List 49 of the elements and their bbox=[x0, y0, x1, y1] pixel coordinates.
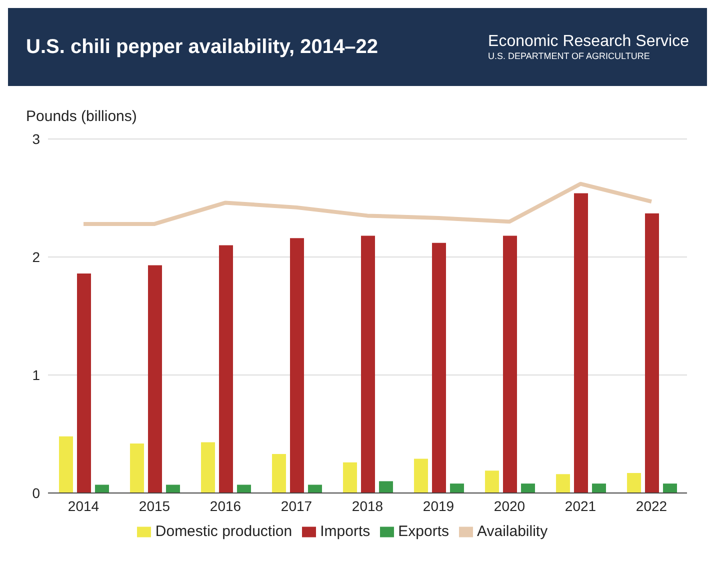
x-tick-label: 2016 bbox=[210, 498, 242, 514]
bar bbox=[450, 484, 464, 493]
legend-label: Domestic production bbox=[155, 523, 292, 540]
bar bbox=[503, 236, 517, 493]
bar bbox=[592, 484, 606, 493]
bar bbox=[627, 472, 641, 493]
bar bbox=[521, 484, 535, 493]
bar bbox=[361, 236, 375, 493]
bar bbox=[290, 238, 304, 493]
text: U.S. DEPARTMENT OF AGRICULTURE bbox=[488, 51, 651, 61]
x-tick-label: 2021 bbox=[564, 498, 596, 514]
bar bbox=[201, 442, 215, 493]
bar bbox=[556, 474, 570, 493]
x-tick-label: 2018 bbox=[352, 498, 384, 514]
legend-label: Imports bbox=[320, 523, 370, 540]
bar bbox=[166, 484, 180, 493]
chart-title: U.S. chili pepper availability, 2014–22 bbox=[26, 36, 378, 58]
text: Economic Research Service bbox=[488, 33, 689, 51]
y-tick-label: 0 bbox=[32, 484, 40, 501]
x-tick-label: 2020 bbox=[494, 498, 526, 514]
bar bbox=[148, 265, 162, 493]
bar bbox=[77, 274, 91, 493]
bar bbox=[130, 443, 144, 493]
legend-label: Availability bbox=[477, 523, 548, 540]
bar bbox=[272, 454, 286, 493]
bar bbox=[485, 470, 499, 493]
bar bbox=[343, 462, 357, 493]
y-tick-label: 2 bbox=[32, 248, 40, 265]
x-tick-label: 2015 bbox=[138, 498, 170, 514]
x-tick-label: 2019 bbox=[422, 498, 454, 514]
y-tick-label: 3 bbox=[32, 130, 40, 147]
bar bbox=[219, 245, 233, 493]
bar bbox=[308, 484, 322, 493]
bar bbox=[379, 481, 393, 493]
bar bbox=[414, 458, 428, 493]
legend-label: Exports bbox=[398, 523, 449, 540]
x-tick-label: 2014 bbox=[68, 498, 100, 514]
bar bbox=[59, 436, 73, 493]
bar bbox=[95, 484, 109, 493]
x-tick-label: 2022 bbox=[636, 498, 668, 514]
y-axis-title: Pounds (billions) bbox=[26, 108, 138, 125]
bar bbox=[663, 484, 677, 493]
bar bbox=[237, 484, 251, 493]
line-series bbox=[82, 182, 654, 226]
bar bbox=[645, 213, 659, 493]
y-tick-label: 1 bbox=[32, 366, 40, 383]
bar bbox=[432, 242, 446, 493]
bar bbox=[574, 193, 588, 493]
x-tick-label: 2017 bbox=[280, 498, 312, 514]
